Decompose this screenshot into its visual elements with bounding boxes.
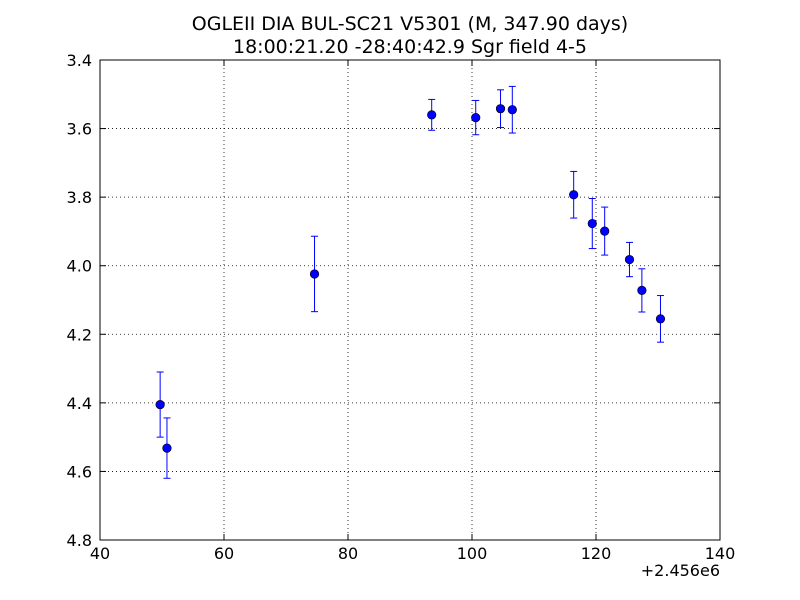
chart-subtitle: 18:00:21.20 -28:40:42.9 Sgr field 4-5 bbox=[233, 36, 587, 58]
y-tick-label: 4.0 bbox=[67, 257, 92, 276]
y-tick-label: 4.6 bbox=[67, 462, 92, 481]
data-point bbox=[427, 110, 437, 120]
x-tick-label: 60 bbox=[214, 544, 234, 563]
x-tick-label: 80 bbox=[338, 544, 358, 563]
data-point bbox=[600, 226, 610, 236]
y-tick-label: 4.2 bbox=[67, 325, 92, 344]
data-point bbox=[309, 269, 320, 279]
data-point bbox=[569, 190, 579, 200]
y-tick-label: 3.6 bbox=[67, 120, 92, 139]
plot-frame bbox=[99, 59, 721, 541]
x-tick-label: 100 bbox=[457, 544, 488, 563]
x-tick-label: 140 bbox=[705, 544, 736, 563]
y-tick-label: 3.4 bbox=[67, 51, 92, 70]
x-offset-label: +2.456e6 bbox=[641, 561, 720, 580]
y-tick-label: 3.8 bbox=[67, 188, 92, 207]
data-point bbox=[495, 104, 506, 114]
x-tick-label: 40 bbox=[90, 544, 110, 563]
x-tick-label: 120 bbox=[581, 544, 612, 563]
error-bars bbox=[156, 85, 664, 479]
axis-tick-labels: 40 60 80 100 120 140 3.4 3.6 3.8 4.0 4.2 4.4 4.6 4.8 bbox=[67, 51, 736, 563]
data-point bbox=[507, 105, 517, 115]
data-point bbox=[637, 285, 647, 296]
data-point bbox=[587, 218, 597, 229]
data-point bbox=[155, 399, 165, 410]
data-point bbox=[655, 314, 666, 324]
data-point bbox=[162, 443, 172, 453]
y-tick-label: 4.8 bbox=[67, 531, 92, 550]
data-point bbox=[624, 254, 635, 265]
grid bbox=[99, 59, 721, 541]
axis-ticks bbox=[99, 59, 721, 541]
data-point bbox=[471, 112, 481, 123]
chart-title: OGLEII DIA BUL-SC21 V5301 (M, 347.90 day… bbox=[192, 13, 628, 35]
y-tick-label: 4.4 bbox=[67, 394, 92, 413]
data-points bbox=[155, 104, 666, 453]
